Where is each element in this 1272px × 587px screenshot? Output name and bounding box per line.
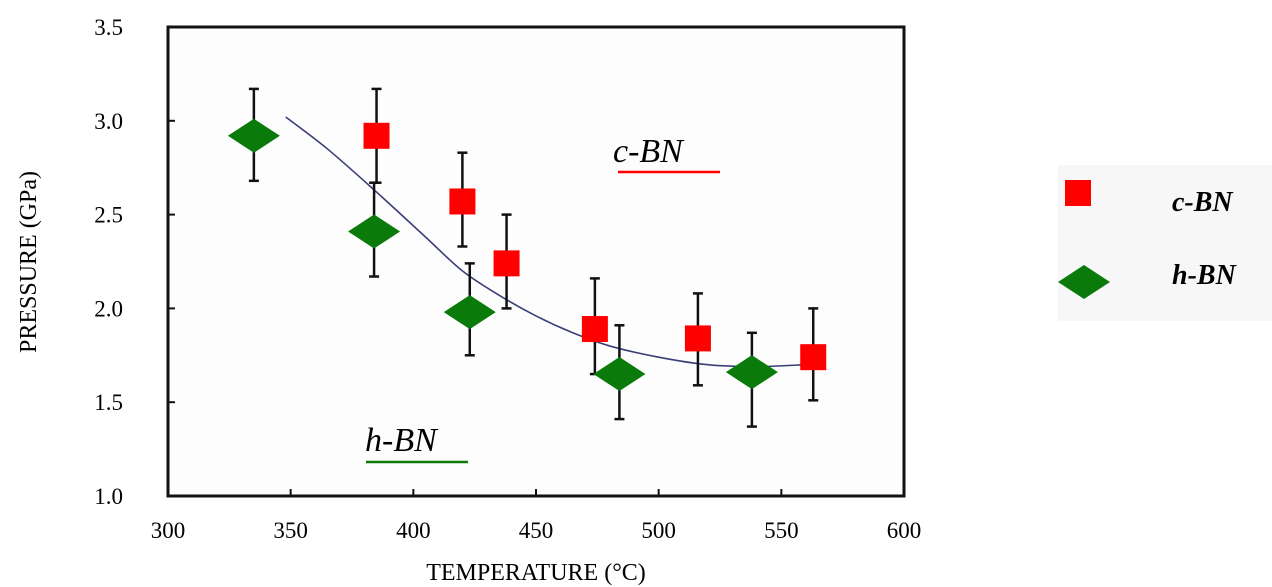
y-tick-label: 1.0 [94,484,123,509]
legend-label-c-bn: c-BN [1172,187,1234,218]
h-bn-region-label: h-BN [365,422,439,459]
c-bn-data-point [800,344,826,370]
x-tick-label: 350 [273,518,308,543]
legend-marker-c-bn [1065,180,1091,206]
y-tick-label: 2.5 [94,203,123,228]
c-bn-data-point [494,250,520,276]
x-axis-title: TEMPERATURE (°C) [426,560,646,586]
y-axis-ticks: 1.0 1.5 2.0 2.5 3.0 3.5 [94,15,175,509]
plot-frame [168,27,904,496]
c-bn-data-point [685,325,711,351]
y-tick-label: 1.5 [94,390,123,415]
x-tick-label: 500 [641,518,676,543]
c-bn-region-label: c-BN [613,133,685,170]
legend-label-h-bn: h-BN [1172,260,1238,291]
c-bn-data-point [364,123,390,149]
x-tick-label: 550 [764,518,799,543]
x-tick-label: 600 [887,518,922,543]
c-bn-data-point [582,316,608,342]
x-tick-label: 400 [396,518,431,543]
c-bn-data-point [449,188,475,214]
y-axis-title: PRESSURE (GPa) [16,171,42,353]
x-tick-label: 300 [151,518,186,543]
y-tick-label: 3.5 [94,15,123,40]
legend: c-BN h-BN [1058,165,1272,321]
y-tick-label: 3.0 [94,109,123,134]
x-tick-label: 450 [519,518,554,543]
y-tick-label: 2.0 [94,296,123,321]
